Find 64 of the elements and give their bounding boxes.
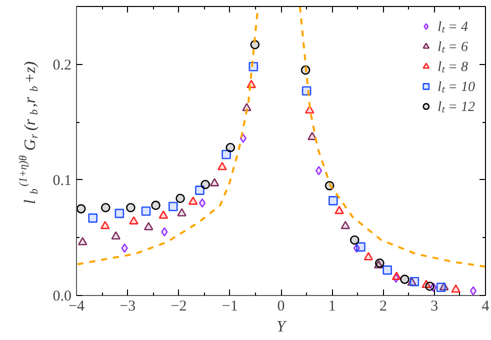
point	[88, 213, 98, 223]
y-tick-label: 0.0	[52, 288, 72, 304]
x-tick-label: 3	[430, 298, 438, 314]
line-series	[298, 6, 486, 268]
legend-label: lₜ = 4	[438, 19, 468, 36]
point	[451, 284, 460, 293]
y-tick-label: 0.2	[52, 57, 72, 74]
text: lb(1+η)θ Gr(rb,rb+z)	[18, 61, 40, 204]
x-axis-title: Y	[276, 318, 288, 336]
x-tick-label: −3	[120, 298, 136, 314]
point	[100, 203, 110, 212]
legend-label: lₜ = 12	[438, 99, 475, 116]
x-tick-label: −1	[222, 298, 238, 314]
point	[392, 272, 402, 280]
point	[316, 166, 322, 176]
point	[121, 243, 128, 253]
point	[436, 282, 446, 292]
point	[226, 142, 236, 152]
x-tick-label: −4	[68, 298, 85, 314]
point	[364, 252, 374, 260]
x-tick-label: 4	[482, 298, 490, 314]
point	[340, 220, 350, 230]
point	[210, 178, 220, 186]
point	[222, 150, 231, 160]
point	[129, 216, 138, 224]
point	[382, 265, 392, 275]
point	[111, 231, 121, 240]
point	[356, 242, 366, 252]
legend-label: lₜ = 10	[438, 79, 475, 96]
point	[328, 196, 338, 206]
legend-label: lₜ = 6	[438, 39, 468, 56]
point	[195, 186, 204, 195]
point	[144, 222, 154, 230]
x-tick-label: 1	[328, 298, 336, 314]
point	[400, 274, 410, 284]
x-tick-label: 0	[277, 298, 285, 314]
point	[78, 237, 88, 246]
point	[308, 132, 317, 140]
point	[76, 204, 86, 214]
point	[141, 206, 151, 216]
point	[250, 40, 260, 50]
point	[188, 196, 198, 205]
point	[350, 235, 360, 245]
x-tick-label: −2	[170, 298, 187, 314]
point	[161, 227, 168, 237]
point	[304, 105, 314, 114]
y-tick-label: 0.1	[52, 172, 72, 189]
point	[114, 208, 124, 218]
point	[151, 200, 160, 210]
point	[334, 206, 344, 214]
point	[200, 180, 210, 190]
point	[218, 162, 227, 170]
point	[100, 220, 110, 230]
point	[168, 202, 178, 212]
point	[470, 286, 477, 296]
point	[177, 208, 186, 216]
point	[198, 198, 206, 208]
point	[158, 210, 168, 219]
point	[410, 276, 420, 286]
legend-label: lₜ = 8	[438, 59, 468, 76]
point	[425, 282, 434, 291]
point	[126, 203, 136, 212]
point	[176, 194, 185, 204]
x-tick-label: 2	[380, 298, 387, 314]
